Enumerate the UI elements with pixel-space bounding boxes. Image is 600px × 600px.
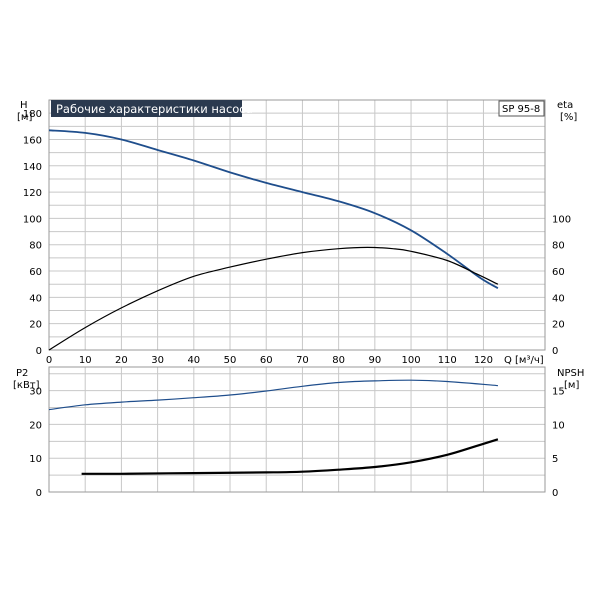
top-left-tick-labels: 0 20 40 60 80 100 120 140 160 180 bbox=[23, 109, 42, 357]
top-left-tick-label: 120 bbox=[23, 188, 42, 199]
bottom-right-tick-label: 5 bbox=[552, 454, 558, 465]
top-left-axis-label: H bbox=[20, 100, 28, 111]
chart-title-background bbox=[51, 100, 242, 117]
bottom-left-tick-label: 20 bbox=[29, 420, 42, 431]
top-plot-frame bbox=[48, 99, 546, 351]
top-left-tick-label: 80 bbox=[29, 241, 42, 252]
bottom-right-tick-label: 15 bbox=[552, 387, 565, 398]
x-tick-label: 120 bbox=[474, 355, 493, 366]
top-left-tick-label: 60 bbox=[29, 267, 42, 278]
top-left-axis-unit: [м] bbox=[17, 112, 32, 123]
bottom-plot-frame bbox=[48, 366, 546, 493]
model-label-box bbox=[498, 100, 545, 117]
top-left-tick-label: 160 bbox=[23, 135, 42, 146]
x-tick-label: 70 bbox=[296, 355, 309, 366]
series-layer bbox=[48, 129, 499, 475]
top-left-tick-label: 140 bbox=[23, 162, 42, 173]
bottom-right-axis-unit: [м] bbox=[564, 380, 579, 391]
top-right-tick-labels: 0 20 40 60 80 100 bbox=[552, 214, 571, 357]
x-tick-label: 40 bbox=[187, 355, 200, 366]
x-tick-label: 80 bbox=[332, 355, 345, 366]
top-right-tick-label: 100 bbox=[552, 214, 571, 225]
top-plot-grid bbox=[48, 100, 545, 350]
top-right-tick-label: 20 bbox=[552, 320, 565, 331]
top-left-tick-label: 0 bbox=[36, 346, 42, 357]
bottom-left-tick-label: 0 bbox=[36, 488, 42, 499]
top-right-axis-unit: [%] bbox=[560, 112, 577, 123]
bottom-right-tick-label: 10 bbox=[552, 420, 565, 431]
top-left-tick-label: 20 bbox=[29, 320, 42, 331]
x-tick-labels: 0 10 20 30 40 50 60 70 80 90 100 110 120 bbox=[46, 355, 493, 366]
top-left-tick-label: 40 bbox=[29, 293, 42, 304]
x-tick-label: 100 bbox=[401, 355, 420, 366]
top-right-tick-label: 80 bbox=[552, 241, 565, 252]
top-left-tick-label: 180 bbox=[23, 109, 42, 120]
x-tick-label: 0 bbox=[46, 355, 52, 366]
top-right-tick-label: 40 bbox=[552, 293, 565, 304]
x-tick-label: 10 bbox=[79, 355, 92, 366]
bottom-left-axis-label: P2 bbox=[16, 368, 28, 379]
bottom-right-tick-label: 0 bbox=[552, 488, 558, 499]
top-right-axis-label: eta bbox=[557, 100, 573, 111]
x-tick-label: 90 bbox=[368, 355, 381, 366]
efficiency-curve-line bbox=[48, 246, 499, 351]
top-right-tick-label: 60 bbox=[552, 267, 565, 278]
npsh-curve-line bbox=[81, 438, 499, 475]
head-curve-line bbox=[48, 129, 499, 289]
power-curve-line bbox=[48, 379, 498, 411]
bottom-left-axis-unit: [кВт] bbox=[13, 380, 40, 391]
chart-title: Рабочие характеристики насоса bbox=[56, 102, 253, 116]
bottom-left-tick-label: 10 bbox=[29, 454, 42, 465]
bottom-right-tick-labels: 0 5 10 15 bbox=[552, 387, 565, 499]
bottom-left-tick-labels: 0 10 20 30 bbox=[29, 387, 42, 499]
bottom-left-tick-label: 30 bbox=[29, 387, 42, 398]
bottom-right-axis-label: NPSH bbox=[557, 368, 584, 379]
top-left-tick-label: 100 bbox=[23, 214, 42, 225]
x-tick-label: 50 bbox=[224, 355, 237, 366]
x-tick-label: 110 bbox=[438, 355, 457, 366]
top-right-tick-label: 0 bbox=[552, 346, 558, 357]
x-tick-label: 30 bbox=[151, 355, 164, 366]
model-label: SP 95-8 bbox=[502, 104, 540, 115]
x-axis-unit: [м³/ч] bbox=[515, 355, 544, 366]
x-tick-label: 20 bbox=[115, 355, 128, 366]
x-tick-label: 60 bbox=[260, 355, 273, 366]
x-axis-label: Q bbox=[504, 355, 512, 366]
